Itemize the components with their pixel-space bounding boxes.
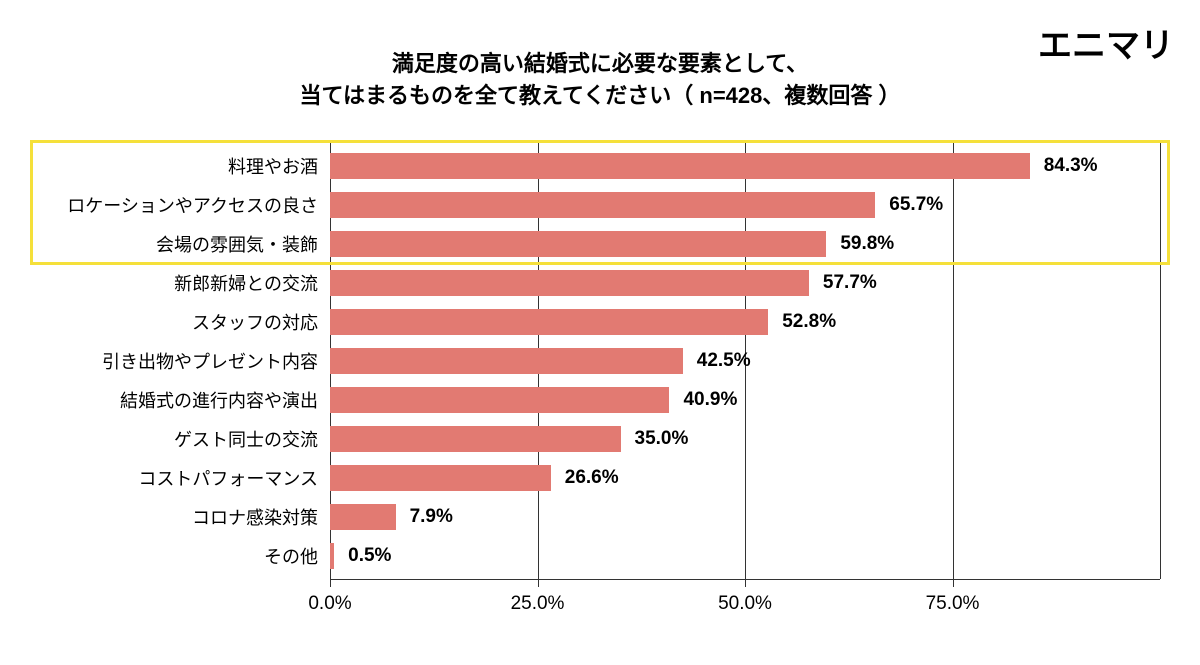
bar [330, 543, 334, 569]
bar [330, 465, 551, 491]
bar-row: 引き出物やプレゼント内容 42.5% [0, 341, 1160, 380]
category-label: その他 [0, 543, 318, 569]
bar-row: 新郎新婦との交流 57.7% [0, 263, 1160, 302]
category-label: コロナ感染対策 [0, 504, 318, 530]
axis-tick [953, 579, 954, 587]
category-label: スタッフの対応 [0, 309, 318, 335]
axis-tick-label: 75.0% [926, 593, 980, 615]
chart-title: 満足度の高い結婚式に必要な要素として、 当てはまるものを全て教えてください（ n… [0, 48, 1200, 112]
bar [330, 270, 809, 296]
category-label: 会場の雰囲気・装飾 [0, 231, 318, 257]
chart-area: 0.0% 25.0% 50.0% 75.0% 料理やお酒 84.3% ロケーションやアクセス… [0, 140, 1200, 620]
bar [330, 426, 621, 452]
bar [330, 231, 826, 257]
bar-row: コストパフォーマンス 26.6% [0, 458, 1160, 497]
value-label: 84.3% [1044, 155, 1098, 177]
value-label: 0.5% [348, 545, 391, 567]
category-label: 料理やお酒 [0, 153, 318, 179]
bar-row: 結婚式の進行内容や演出 40.9% [0, 380, 1160, 419]
axis-tick [330, 579, 331, 587]
axis-tick [538, 579, 539, 587]
value-label: 57.7% [823, 272, 877, 294]
axis-tick-label: 25.0% [511, 593, 565, 615]
bar-row: 会場の雰囲気・装飾 59.8% [0, 224, 1160, 263]
category-label: 新郎新婦との交流 [0, 270, 318, 296]
bar [330, 387, 669, 413]
bar-row: 料理やお酒 84.3% [0, 146, 1160, 185]
bar [330, 309, 768, 335]
category-label: ゲスト同士の交流 [0, 426, 318, 452]
value-label: 59.8% [840, 233, 894, 255]
gridline [1160, 140, 1161, 579]
category-label: ロケーションやアクセスの良さ [0, 192, 318, 218]
bar-row: スタッフの対応 52.8% [0, 302, 1160, 341]
category-label: 結婚式の進行内容や演出 [0, 387, 318, 413]
axis-tick-label: 0.0% [308, 593, 351, 615]
bar [330, 348, 683, 374]
axis-tick [745, 579, 746, 587]
bar-row: ロケーションやアクセスの良さ 65.7% [0, 185, 1160, 224]
bar [330, 192, 875, 218]
value-label: 42.5% [697, 350, 751, 372]
bar-row: コロナ感染対策 7.9% [0, 497, 1160, 536]
bar-row: その他 0.5% [0, 536, 1160, 575]
value-label: 7.9% [410, 506, 453, 528]
axis-tick-label: 50.0% [718, 593, 772, 615]
bar-row: ゲスト同士の交流 35.0% [0, 419, 1160, 458]
category-label: コストパフォーマンス [0, 465, 318, 491]
bar [330, 504, 396, 530]
value-label: 35.0% [635, 428, 689, 450]
value-label: 52.8% [782, 311, 836, 333]
x-axis-line [330, 579, 1160, 580]
value-label: 40.9% [683, 389, 737, 411]
value-label: 65.7% [889, 194, 943, 216]
value-label: 26.6% [565, 467, 619, 489]
bar [330, 153, 1030, 179]
category-label: 引き出物やプレゼント内容 [0, 348, 318, 374]
